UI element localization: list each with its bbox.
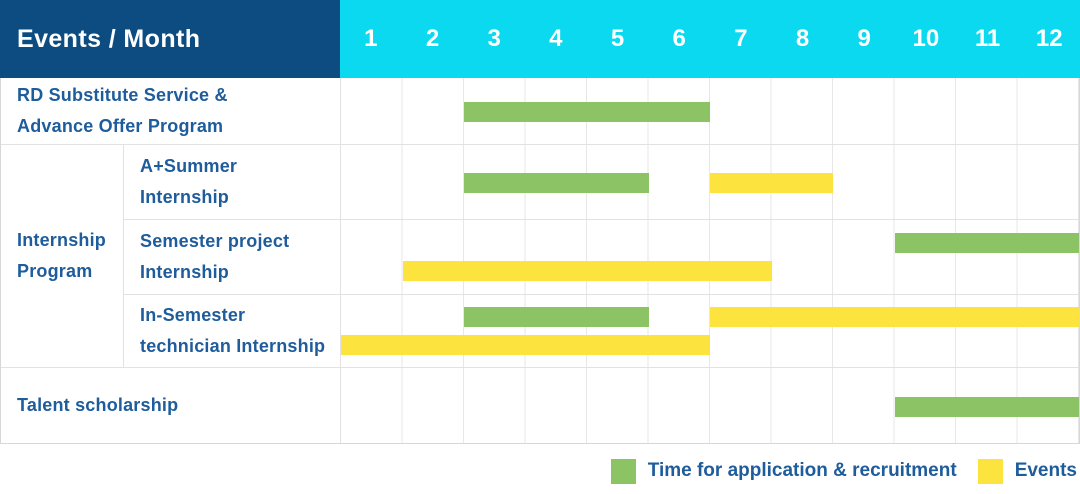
month-label: 2 (425, 25, 440, 52)
month-header-row: 1 2 3 4 5 6 7 8 9 10 11 12 (340, 0, 1080, 78)
sub-row-label-line: Internship (140, 262, 230, 282)
month-label: 3 (487, 25, 501, 52)
month-label: 1 (364, 25, 378, 52)
table-row: A+Summer Internship (124, 145, 1079, 220)
chart-cell (341, 295, 1079, 367)
month-label: 4 (549, 25, 563, 52)
legend-label-recruitment: Time for application & recruitment (647, 460, 957, 481)
month-label: 11 (974, 25, 1001, 52)
row-label-line: RD Substitute Service & (17, 85, 228, 105)
group-label-line: Internship (17, 230, 107, 250)
table-row: Talent scholarship (1, 368, 1079, 443)
row-group: Internship Program A+Summer Internship Semes… (1, 145, 1079, 368)
legend-item-events: Events (977, 458, 1077, 484)
sub-row-label-line: technician Internship (140, 336, 326, 356)
table-header-row: Events / Month 1 2 3 4 5 6 7 8 9 10 11 12 (0, 0, 1080, 78)
gantt-bar-event (402, 261, 772, 282)
gantt-table-body: RD Substitute Service & Advance Offer Pro… (0, 78, 1080, 444)
row-label: Talent scholarship (1, 368, 341, 443)
legend-label-events: Events (1014, 460, 1077, 481)
row-label: RD Substitute Service & Advance Offer Pro… (1, 78, 341, 144)
month-label: 8 (795, 25, 810, 52)
month-label: 5 (610, 25, 625, 52)
table-row: Semester project Internship (124, 220, 1079, 295)
header-title-cell: Events / Month (0, 0, 340, 78)
gantt-bar-event (710, 307, 1079, 328)
sub-row-label: A+Summer Internship (124, 145, 341, 219)
row-label-line: Talent scholarship (17, 395, 179, 415)
gantt-bar-recruitment (464, 307, 649, 328)
gantt-bar-recruitment (894, 232, 1079, 253)
row-label-line: Advance Offer Program (17, 116, 224, 136)
gantt-bar-event (341, 334, 710, 355)
chart-cell (341, 145, 1079, 219)
gantt-bar-recruitment (464, 102, 710, 123)
legend-item-recruitment: Time for application & recruitment (610, 458, 957, 484)
month-label: 10 (912, 25, 940, 52)
group-label-line: Program (17, 261, 93, 281)
recruitment-swatch-icon (610, 458, 636, 484)
month-label: 7 (734, 25, 748, 52)
gantt-bar-event (710, 173, 833, 194)
chart-cell (341, 368, 1079, 443)
gantt-bar-recruitment (894, 397, 1079, 417)
events-swatch-icon (977, 458, 1003, 484)
month-label: 9 (857, 25, 871, 52)
chart-cell (341, 220, 1079, 294)
legend: Time for application & recruitment Event… (610, 451, 1077, 491)
table-row: In-Semester technician Internship (124, 295, 1079, 368)
table-row: RD Substitute Service & Advance Offer Pro… (1, 78, 1079, 145)
month-label: 12 (1035, 25, 1063, 52)
gantt-bar-recruitment (464, 173, 649, 194)
month-label: 6 (672, 25, 686, 52)
chart-cell (341, 78, 1079, 144)
sub-row-label-line: Semester project (140, 231, 290, 251)
page-title: Events / Month (17, 24, 201, 53)
sub-row-label: In-Semester technician Internship (124, 295, 341, 367)
sub-row-label: Semester project Internship (124, 220, 341, 294)
group-label: Internship Program (1, 145, 124, 368)
sub-row-label-line: Internship (140, 187, 230, 207)
sub-row-label-line: In-Semester (140, 305, 246, 325)
sub-row-label-line: A+Summer (140, 156, 238, 176)
